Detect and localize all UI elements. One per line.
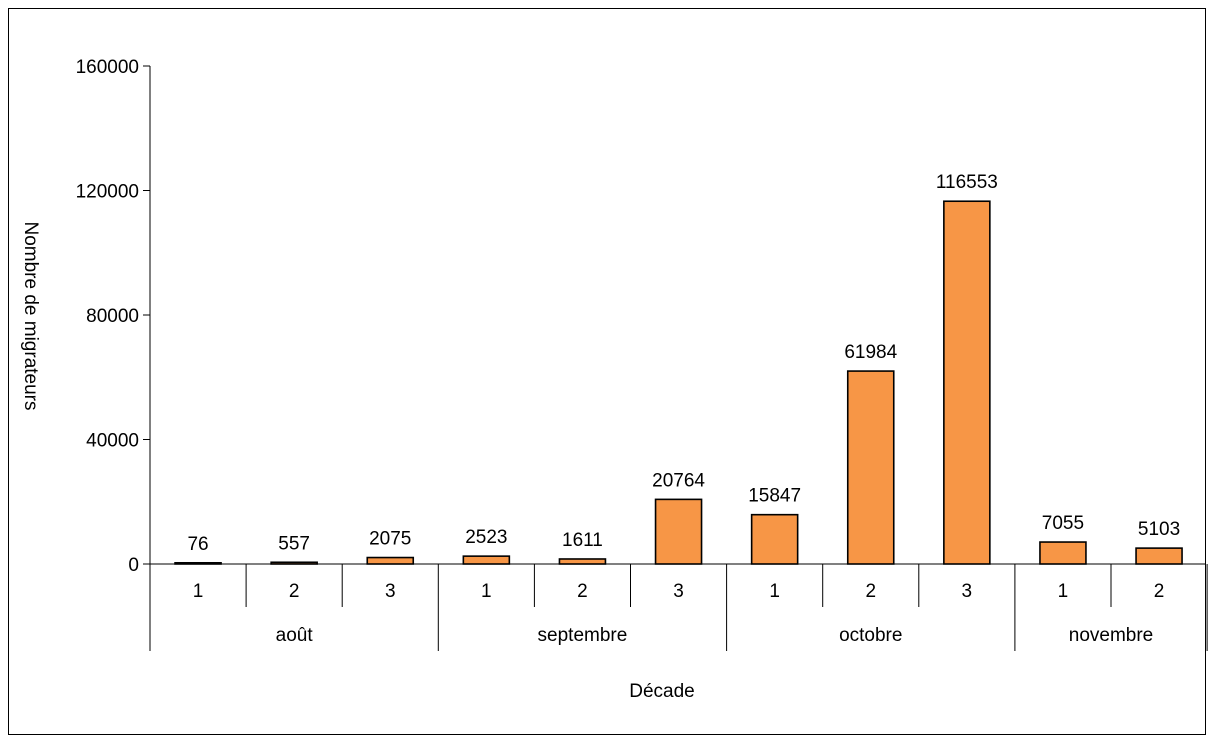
x-category-label: 2 — [289, 581, 300, 602]
bar — [174, 561, 222, 565]
bar-value-label: 557 — [278, 533, 310, 554]
bar — [462, 555, 511, 565]
bar-value-label: 2075 — [369, 529, 411, 550]
x-category-label: 1 — [481, 581, 492, 602]
x-category-label: 1 — [769, 581, 780, 602]
bar — [654, 498, 703, 565]
x-category-label: 3 — [962, 581, 973, 602]
x-category-label: 2 — [865, 581, 876, 602]
bar-value-label: 61984 — [844, 342, 897, 363]
bar — [1039, 541, 1087, 565]
y-tick-label: 40000 — [86, 431, 139, 452]
x-axis: 1 2 3 août 1 2 3 septembre 1 2 3 octobre 1 2 novembre — [149, 563, 1208, 651]
bar — [270, 561, 318, 565]
bar-value-label: 76 — [187, 534, 208, 555]
x-category-label: 3 — [673, 581, 684, 602]
x-category-label: 1 — [193, 581, 204, 602]
x-category-label: 2 — [1154, 581, 1165, 602]
bars — [174, 200, 1183, 565]
x-group-label: novembre — [1069, 625, 1154, 646]
y-tick-label: 0 — [128, 555, 139, 576]
bar-value-label: 5103 — [1138, 519, 1180, 540]
x-axis-title: Décade — [629, 681, 695, 702]
bar — [366, 556, 415, 565]
y-tick-label: 160000 — [76, 57, 139, 78]
y-tick-label: 120000 — [76, 182, 139, 203]
x-category-label: 1 — [1058, 581, 1069, 602]
bar-value-label: 7055 — [1042, 513, 1084, 534]
bar-value-label: 116553 — [936, 172, 998, 193]
x-category-label: 3 — [385, 581, 396, 602]
bar — [558, 558, 607, 565]
y-tick-label: 80000 — [86, 306, 139, 327]
y-axis-title: Nombre de migrateurs — [20, 221, 41, 410]
bar — [846, 370, 895, 565]
data-labels: 76 557 2075 2523 1611 20764 15847 61984 116553 70… — [187, 172, 1180, 555]
bar — [750, 513, 799, 565]
x-group-label: août — [276, 625, 314, 646]
bar-value-label: 20764 — [652, 470, 705, 491]
bar-value-label: 15847 — [748, 486, 801, 507]
bar — [1135, 547, 1183, 565]
bar-value-label: 2523 — [465, 527, 507, 548]
bar-value-label: 1611 — [562, 530, 603, 551]
y-axis: 0 40000 80000 120000 160000 — [76, 57, 151, 576]
x-group-label: septembre — [538, 625, 628, 646]
chart-frame — [8, 8, 1206, 735]
x-category-label: 2 — [577, 581, 588, 602]
x-group-label: octobre — [839, 625, 902, 646]
bar — [943, 200, 991, 565]
